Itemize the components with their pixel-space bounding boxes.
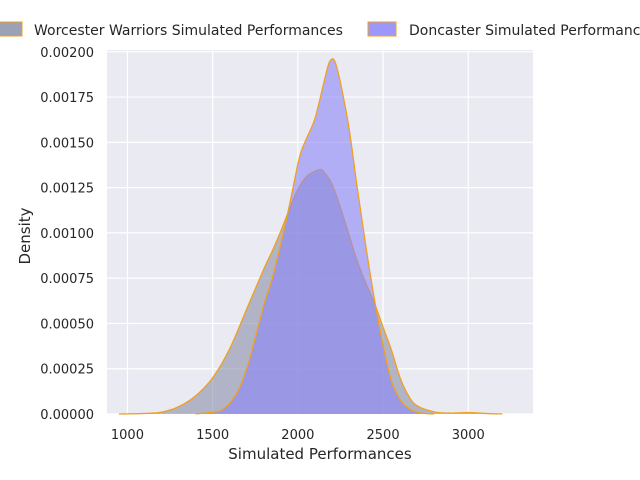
series-areas [118,58,503,415]
x-tick-label: 3000 [452,428,485,443]
legend: Worcester Warriors Simulated Performance… [0,21,640,39]
y-tick-label: 0.00200 [40,46,94,61]
x-tick-label: 1500 [196,428,229,443]
tick-labels: 1000 1500 2000 2500 3000 0.00000 0.00025 0.0005… [40,46,485,443]
x-tick-label: 2500 [367,428,400,443]
y-axis-label: Density [16,207,34,264]
legend-swatch-worcester [0,21,23,37]
y-tick-label: 0.00175 [40,91,94,106]
legend-label-worcester: Worcester Warriors Simulated Performance… [34,23,343,39]
y-tick-label: 0.00025 [40,363,94,378]
y-tick-label: 0.00050 [40,317,94,332]
x-tick-label: 2000 [281,428,314,443]
y-tick-label: 0.00000 [40,408,94,423]
y-tick-label: 0.00100 [40,227,94,242]
density-area-doncaster [195,58,435,414]
x-axis-label: Simulated Performances [228,445,412,463]
density-line-doncaster [195,58,435,415]
y-tick-label: 0.00075 [40,272,94,287]
legend-swatch-doncaster [367,21,397,37]
y-tick-label: 0.00125 [40,182,94,197]
y-tick-label: 0.00150 [40,136,94,151]
legend-label-doncaster: Doncaster Simulated Performances [409,23,640,39]
x-tick-label: 1000 [111,428,144,443]
